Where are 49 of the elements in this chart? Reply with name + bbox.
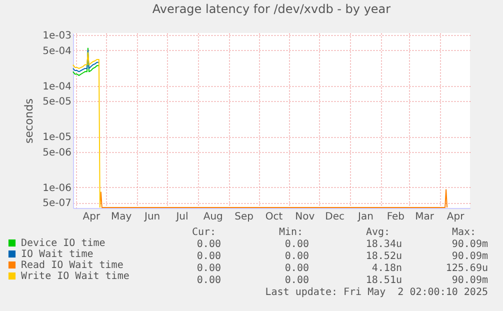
text: 18.52u [366, 251, 402, 263]
x-tick-label: Sep [234, 212, 254, 222]
y-axis-title: seconds [22, 98, 36, 144]
x-tick-label: Apr [446, 212, 466, 222]
x-tick-label: Aug [203, 212, 223, 222]
x-tick-label: May [111, 212, 132, 222]
chart-title: Average latency for /dev/xvdb - by year [152, 2, 391, 16]
y-tick-label: 1e-05 [42, 132, 72, 144]
text: Last update: Fri May 2 02:00:10 2025 [265, 287, 488, 299]
x-tick-label: Dec [325, 212, 345, 222]
text: 0.00 [284, 251, 309, 263]
text: 0.00 [196, 251, 221, 263]
text: 18.34u [366, 239, 402, 251]
y-tick-label: 5e-06 [42, 147, 72, 158]
y-tick-label: 5e-04 [42, 46, 72, 57]
line-series [72, 52, 100, 208]
x-tick-label: Feb [386, 212, 405, 222]
y-tick-label: 5e-07 [42, 198, 72, 210]
y-tick-label: 1e-04 [42, 81, 72, 92]
text: 0.00 [196, 275, 221, 287]
x-tick-label: Nov [295, 212, 315, 222]
x-tick-label: Jul [175, 212, 188, 222]
text: 0.00 [196, 239, 221, 251]
text: 125.69u [446, 263, 488, 275]
text: 0.00 [284, 263, 309, 275]
text: Cur: [192, 227, 216, 239]
x-tick-label: Oct [265, 212, 283, 222]
x-tick-label: Jun [143, 212, 160, 222]
text: 0.00 [284, 239, 309, 251]
text: Min: [279, 227, 304, 239]
text: Max: [452, 227, 476, 239]
text: 90.09m [452, 239, 488, 251]
legend-label: Write IO Wait time [21, 271, 130, 282]
text: 0.00 [284, 275, 309, 287]
text: Avg: [366, 227, 390, 239]
text: 90.09m [452, 251, 488, 263]
legend-label: Device IO time [21, 238, 106, 249]
text: 0.00 [196, 263, 221, 275]
x-tick-label: Jan [357, 212, 374, 222]
legend-label: Read IO Wait time [21, 260, 124, 271]
y-tick-label: 1e-06 [42, 182, 72, 194]
y-tick-label: 1e-03 [42, 30, 72, 42]
x-tick-label: Apr [82, 212, 101, 222]
text: 90.09m [452, 275, 488, 287]
text: 18.51u [366, 275, 402, 287]
legend-label: IO Wait time [21, 249, 94, 260]
text: 4.18n [372, 263, 402, 275]
x-tick-label: Mar [415, 212, 435, 222]
y-tick-label: 5e-05 [42, 96, 72, 108]
